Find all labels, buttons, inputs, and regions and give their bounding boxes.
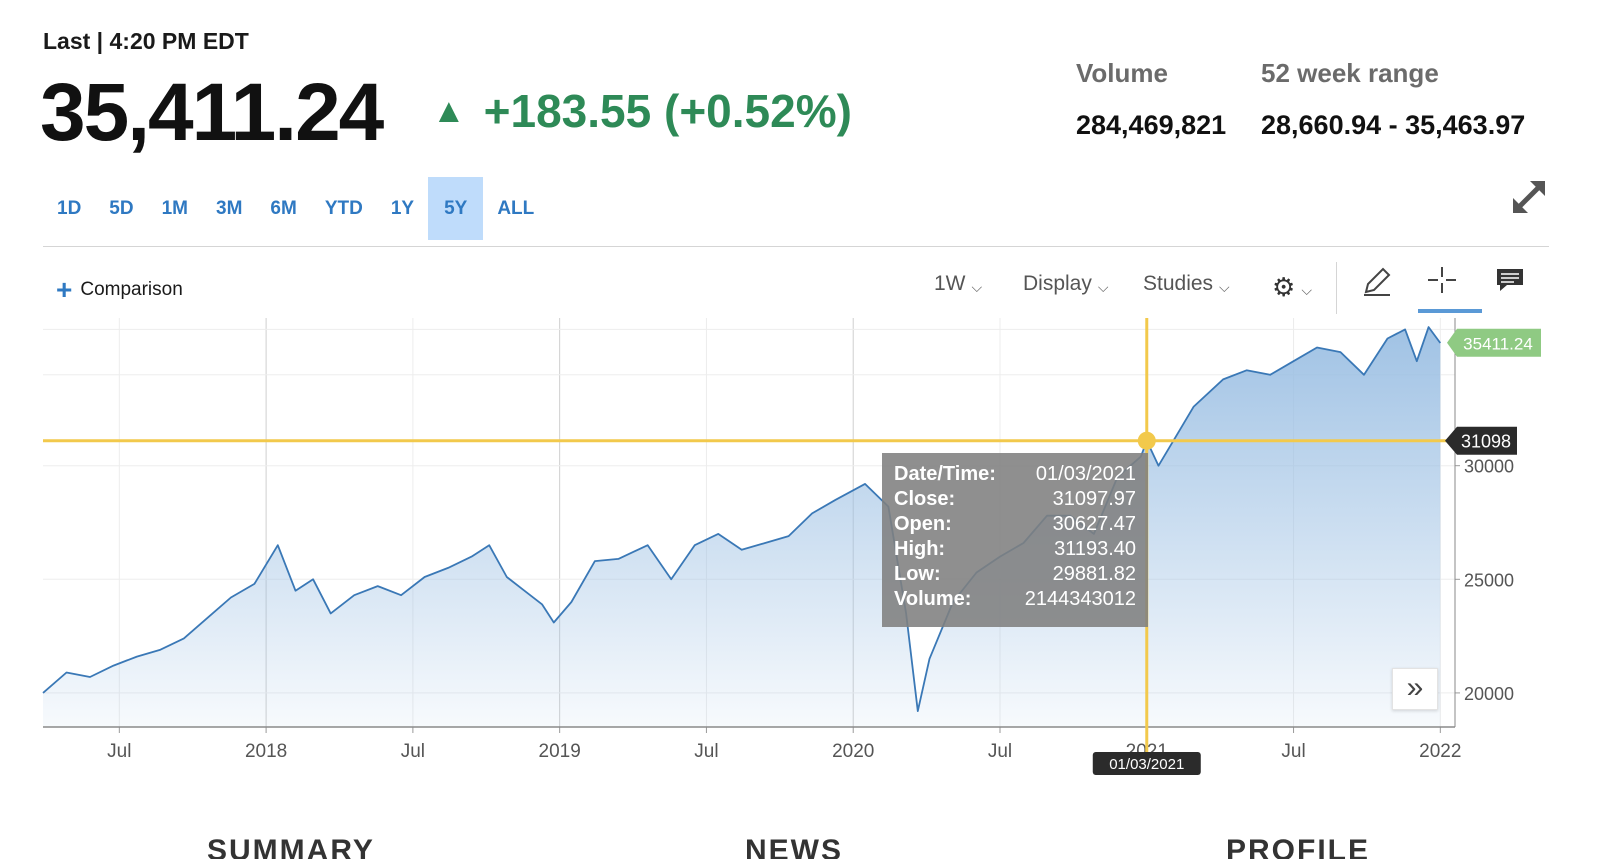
crosshair-value-marker (1445, 426, 1517, 455)
period-6m[interactable]: 6M (270, 198, 297, 219)
period-1m[interactable]: 1M (161, 198, 188, 219)
period-ytd[interactable]: YTD (324, 198, 363, 219)
price-change-value: +183.55 (+0.52%) (483, 85, 852, 137)
display-dropdown[interactable]: Display ⌵ (1023, 272, 1108, 296)
tooltip-key: Low: (894, 563, 941, 585)
tooltip-value: 2144343012 (1024, 588, 1136, 610)
tooltip-row: Volume: 2144343012 (894, 587, 1136, 612)
period-1d[interactable]: 1D (57, 198, 82, 219)
pencil-icon[interactable] (1360, 264, 1394, 303)
tooltip-key: Volume: (894, 588, 972, 610)
data-tooltip: Date/Time: 01/03/2021 Close: 31097.97 Open: 3… (882, 453, 1148, 627)
tooltip-row: High: 31193.40 (894, 537, 1136, 562)
y-tick-label: 30000 (1464, 457, 1514, 477)
x-tick-label: Jul (988, 741, 1012, 762)
chevron-down-icon: ⌵ (1097, 278, 1109, 295)
chevron-down-icon: ⌵ (1219, 278, 1230, 295)
period-all[interactable]: ALL (497, 198, 535, 219)
chevron-down-icon: ⌵ (971, 278, 983, 295)
tooltip-row: Date/Time: 01/03/2021 (894, 462, 1136, 487)
x-tick-label: 2018 (245, 741, 287, 762)
divider (43, 246, 1549, 247)
series-area (43, 327, 1441, 727)
tab-profile[interactable]: PROFILE (1226, 834, 1371, 859)
last-price: 35,411.24 (40, 67, 384, 158)
studies-label: Studies (1143, 272, 1214, 295)
last-value-marker (1447, 328, 1541, 357)
settings-dropdown[interactable]: ⚙ ⌵ (1272, 272, 1312, 303)
tooltip-row: Close: 31097.97 (894, 487, 1136, 512)
x-tick-label: 2022 (1419, 741, 1461, 762)
tooltip-key: Date/Time: (894, 463, 996, 485)
x-tick-label: Jul (401, 741, 425, 762)
x-tick-label: Jul (1281, 741, 1305, 762)
range-label: 52 week range (1261, 58, 1439, 88)
x-tick-label: 2020 (832, 741, 874, 762)
tooltip-value: 29881.82 (1052, 563, 1136, 585)
volume-label: Volume (1076, 58, 1168, 88)
range-value: 28,660.94 - 35,463.97 (1261, 110, 1526, 140)
expand-icon[interactable] (1508, 176, 1550, 218)
period-3m[interactable]: 3M (216, 198, 243, 219)
crosshair-icon[interactable] (1424, 264, 1460, 303)
y-tick-label: 25000 (1464, 570, 1514, 590)
tooltip-row: Low: 29881.82 (894, 562, 1136, 587)
period-5d[interactable]: 5D (109, 198, 134, 219)
studies-dropdown[interactable]: Studies ⌵ (1143, 272, 1230, 296)
display-label: Display (1023, 272, 1092, 295)
tooltip-value: 01/03/2021 (1035, 463, 1136, 485)
tooltip-key: Close: (894, 488, 956, 510)
crosshair-value-label: 31098 (1461, 432, 1511, 452)
period-5y[interactable]: 5Y (428, 177, 484, 240)
tooltip-value: 31097.97 (1052, 488, 1136, 510)
chevron-down-icon: ⌵ (1301, 282, 1312, 298)
crosshair-date-label: 01/03/2021 (1109, 756, 1184, 773)
tooltip-value: 30627.47 (1052, 513, 1136, 535)
tooltip-key: High: (894, 538, 946, 560)
crosshair-date-marker (1092, 752, 1201, 775)
y-tick-label: 20000 (1464, 684, 1514, 704)
series-line (42, 326, 1442, 712)
comment-icon[interactable] (1494, 264, 1526, 301)
period-1y[interactable]: 1Y (390, 198, 415, 219)
last-value-label: 35411.24 (1463, 335, 1533, 354)
tooltip-value: 31193.40 (1054, 538, 1136, 560)
active-tool-indicator (1418, 309, 1482, 313)
period-selector: 1D 5D 1M 3M 6M YTD 1Y 5Y ALL (43, 177, 548, 240)
interval-dropdown[interactable]: 1W ⌵ (934, 272, 982, 296)
tab-summary[interactable]: SUMMARY (207, 834, 375, 859)
x-tick-label: Jul (107, 741, 131, 762)
bottom-tabs: SUMMARY NEWS PROFILE (0, 828, 1600, 859)
tooltip-key: Open: (894, 513, 952, 535)
volume-value: 284,469,821 (1076, 110, 1227, 140)
plus-icon: + (56, 274, 73, 305)
toolbar-divider (1336, 262, 1337, 314)
comparison-label: Comparison (80, 279, 183, 300)
double-chevron-right-icon[interactable]: » (1392, 668, 1438, 710)
x-tick-label: 2019 (539, 741, 581, 762)
comparison-button[interactable]: + Comparison (56, 276, 183, 304)
up-arrow-icon: ▲ (432, 92, 466, 130)
interval-label: 1W (934, 272, 966, 295)
tab-news[interactable]: NEWS (745, 834, 843, 859)
tooltip-row: Open: 30627.47 (894, 512, 1136, 537)
gear-icon: ⚙ (1272, 272, 1296, 302)
crosshair-point (1137, 431, 1156, 450)
x-tick-label: Jul (694, 741, 718, 762)
last-updated-label: Last | 4:20 PM EDT (43, 28, 249, 54)
price-change: ▲ +183.55 (+0.52%) (432, 88, 852, 134)
